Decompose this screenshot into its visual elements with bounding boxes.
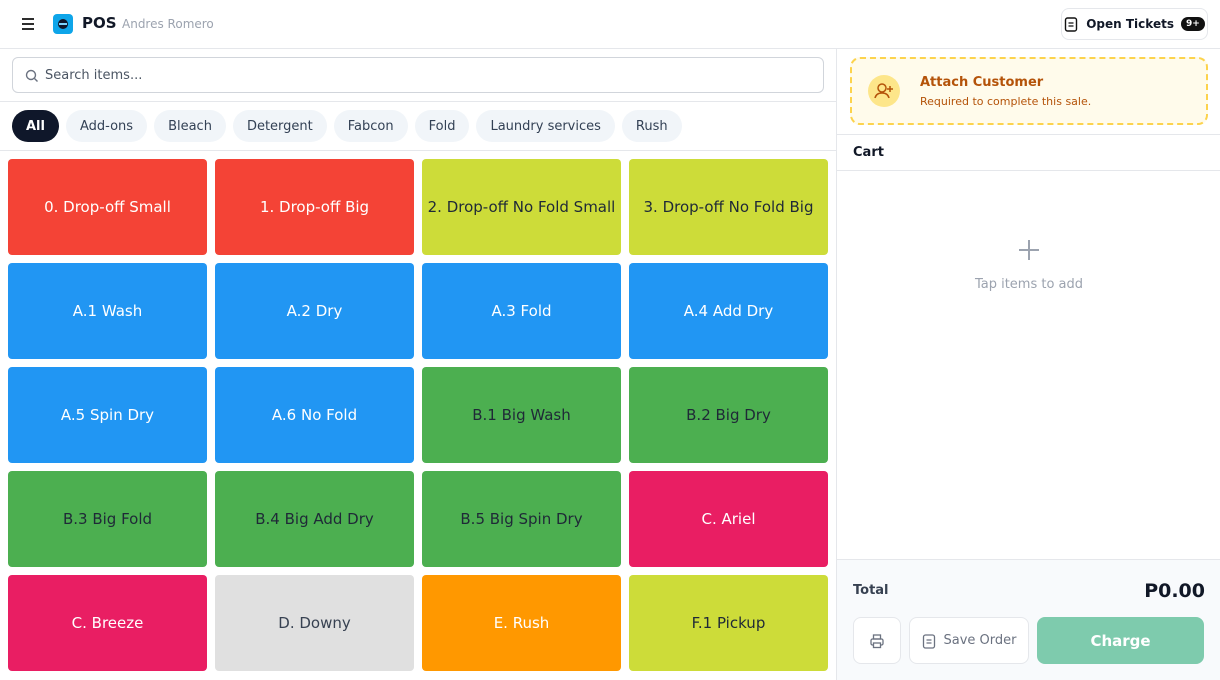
- user-name: Andres Romero: [122, 17, 214, 31]
- cart-empty: Tap items to add: [974, 277, 1084, 292]
- item-tile[interactable]: 2. Drop-off No Fold Small: [422, 159, 621, 255]
- attach-title: Attach Customer: [920, 75, 1044, 90]
- item-tile[interactable]: D. Downy: [215, 575, 414, 671]
- total-amount: P0.00: [1144, 580, 1205, 602]
- category-bar: All Add-ons Bleach Detergent Fabcon Fold Laund…: [12, 110, 682, 142]
- search-icon: [25, 69, 38, 82]
- attach-subtitle: Required to complete this sale.: [920, 95, 1092, 108]
- item-panel: Search items... All Add-ons Bleach Detergen…: [0, 49, 836, 680]
- header: POS Andres Romero Open Tickets 9+: [0, 0, 1220, 49]
- item-tile[interactable]: A.1 Wash: [8, 263, 207, 359]
- app-name: POS: [82, 14, 117, 32]
- charge-label: Charge: [1090, 631, 1151, 650]
- attach-customer[interactable]: Attach Customer Required to complete thi…: [850, 57, 1208, 125]
- print-button[interactable]: [853, 617, 901, 664]
- divider: [0, 150, 836, 151]
- save-order-label: Save Order: [943, 633, 1017, 648]
- logo: [53, 14, 73, 34]
- category-chip[interactable]: All: [12, 110, 59, 142]
- item-tile[interactable]: F.1 Pickup: [629, 575, 828, 671]
- item-tile[interactable]: A.4 Add Dry: [629, 263, 828, 359]
- item-tile[interactable]: A.6 No Fold: [215, 367, 414, 463]
- cart-footer: Total P0.00 Save Order Charge: [837, 559, 1220, 680]
- customer-icon: [868, 75, 900, 107]
- item-grid: 0. Drop-off Small 1. Drop-off Big 2. Drop-…: [0, 49, 836, 680]
- add-icon: [1019, 240, 1039, 260]
- total-label: Total: [853, 583, 889, 598]
- item-tile[interactable]: 1. Drop-off Big: [215, 159, 414, 255]
- save-order-button[interactable]: Save Order: [909, 617, 1029, 664]
- category-chip[interactable]: Fabcon: [333, 110, 408, 142]
- item-tile[interactable]: E. Rush: [422, 575, 621, 671]
- item-tile[interactable]: C. Ariel: [629, 471, 828, 567]
- category-chip[interactable]: Add-ons: [65, 110, 148, 142]
- category-chip[interactable]: Rush: [621, 110, 682, 142]
- category-chip[interactable]: Bleach: [154, 110, 226, 142]
- item-tile[interactable]: B.5 Big Spin Dry: [422, 471, 621, 567]
- print-icon: [870, 633, 884, 648]
- item-tile[interactable]: B.2 Big Dry: [629, 367, 828, 463]
- ticket-icon: [1065, 17, 1078, 32]
- item-tile[interactable]: C. Breeze: [8, 575, 207, 671]
- menu-button[interactable]: [20, 16, 36, 32]
- cart-panel: Attach Customer Required to complete thi…: [836, 49, 1220, 680]
- item-tile[interactable]: B.1 Big Wash: [422, 367, 621, 463]
- item-tile[interactable]: 3. Drop-off No Fold Big: [629, 159, 828, 255]
- clipboard-icon: [922, 633, 935, 649]
- search-placeholder: Search items...: [45, 68, 143, 83]
- category-chip[interactable]: Fold: [414, 110, 470, 142]
- open-tickets-button[interactable]: Open Tickets 9+: [1061, 8, 1208, 40]
- charge-button[interactable]: Charge: [1037, 617, 1204, 664]
- category-chip[interactable]: Laundry services: [476, 110, 615, 142]
- ticket-badge: 9+: [1180, 17, 1205, 31]
- search-box[interactable]: Search items...: [12, 57, 824, 93]
- item-tile[interactable]: A.2 Dry: [215, 263, 414, 359]
- category-chip[interactable]: Detergent: [232, 110, 327, 142]
- item-tile[interactable]: A.5 Spin Dry: [8, 367, 207, 463]
- cart-header: Cart: [837, 134, 1220, 171]
- open-tickets-label: Open Tickets: [1086, 17, 1174, 31]
- divider: [0, 101, 836, 102]
- cart-title: Cart: [853, 145, 884, 160]
- item-tile[interactable]: 0. Drop-off Small: [8, 159, 207, 255]
- item-tile[interactable]: A.3 Fold: [422, 263, 621, 359]
- item-tile[interactable]: B.3 Big Fold: [8, 471, 207, 567]
- item-tile[interactable]: B.4 Big Add Dry: [215, 471, 414, 567]
